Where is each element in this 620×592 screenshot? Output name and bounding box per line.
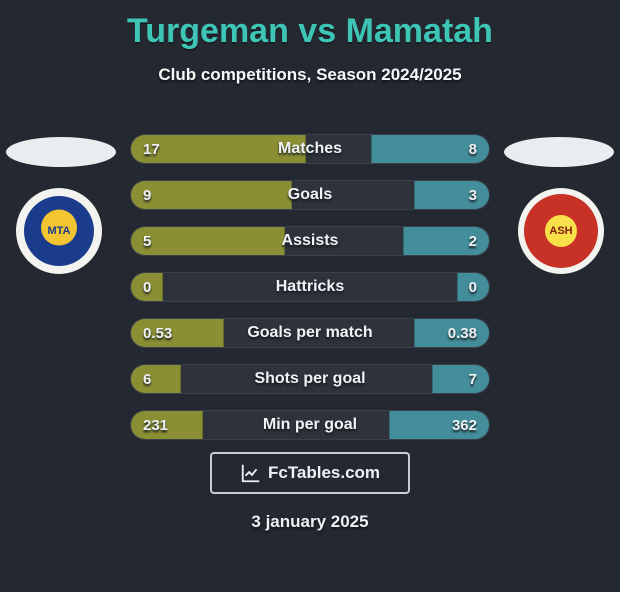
stat-row: Goals 9 3 bbox=[130, 180, 490, 210]
stat-row: Goals per match 0.53 0.38 bbox=[130, 318, 490, 348]
stat-row: Shots per goal 6 7 bbox=[130, 364, 490, 394]
stat-value-left: 0 bbox=[131, 273, 163, 301]
stat-value-right: 8 bbox=[457, 135, 489, 163]
stats-container: Matches 17 8 Goals 9 3 Assists 5 2 Hattricks 0 0 Goa… bbox=[130, 134, 490, 456]
stat-value-right: 0 bbox=[457, 273, 489, 301]
stat-value-right: 362 bbox=[440, 411, 489, 439]
stat-label: Goals per match bbox=[247, 324, 372, 342]
stat-label: Goals bbox=[288, 186, 332, 204]
chart-icon bbox=[240, 462, 262, 484]
stat-value-left: 6 bbox=[131, 365, 163, 393]
stat-label: Min per goal bbox=[263, 416, 357, 434]
stat-label: Assists bbox=[282, 232, 339, 250]
right-shadow-ellipse bbox=[504, 137, 614, 167]
stat-row: Matches 17 8 bbox=[130, 134, 490, 164]
left-shadow-ellipse bbox=[6, 137, 116, 167]
stat-value-right: 3 bbox=[457, 181, 489, 209]
stat-row: Min per goal 231 362 bbox=[130, 410, 490, 440]
branding-box: FcTables.com bbox=[210, 452, 410, 494]
stat-value-right: 2 bbox=[457, 227, 489, 255]
branding-text: FcTables.com bbox=[268, 463, 380, 483]
right-team-badge: ASH bbox=[518, 188, 604, 274]
page-title: Turgeman vs Mamatah bbox=[0, 12, 620, 51]
date-text: 3 january 2025 bbox=[0, 512, 620, 532]
stat-row: Hattricks 0 0 bbox=[130, 272, 490, 302]
stat-label: Hattricks bbox=[276, 278, 344, 296]
stat-value-left: 5 bbox=[131, 227, 163, 255]
page-subtitle: Club competitions, Season 2024/2025 bbox=[0, 65, 620, 85]
stat-value-left: 17 bbox=[131, 135, 172, 163]
stat-value-left: 0.53 bbox=[131, 319, 184, 347]
stat-label: Shots per goal bbox=[254, 370, 365, 388]
right-team-abbrev: ASH bbox=[549, 225, 572, 237]
stat-value-right: 7 bbox=[457, 365, 489, 393]
stat-value-right: 0.38 bbox=[436, 319, 489, 347]
stat-row: Assists 5 2 bbox=[130, 226, 490, 256]
left-team-badge: MTA bbox=[16, 188, 102, 274]
stat-value-left: 231 bbox=[131, 411, 180, 439]
stat-value-left: 9 bbox=[131, 181, 163, 209]
left-team-abbrev: MTA bbox=[47, 225, 70, 237]
stat-label: Matches bbox=[278, 140, 342, 158]
